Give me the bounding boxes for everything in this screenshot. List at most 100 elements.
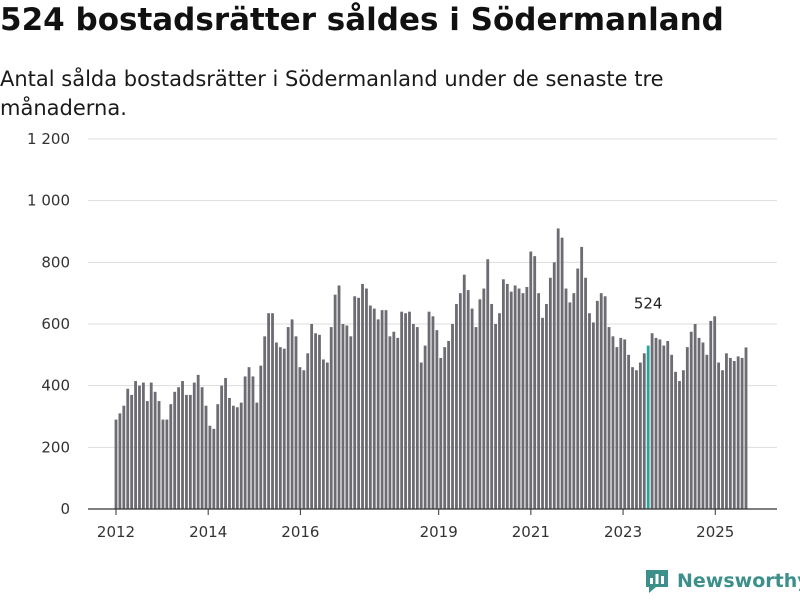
bar (185, 394, 188, 509)
bar (141, 382, 145, 509)
bar (145, 401, 149, 509)
bar (435, 330, 439, 509)
bar (541, 317, 544, 509)
bar (247, 367, 251, 509)
bar (533, 256, 537, 509)
bar (325, 362, 329, 509)
bar (611, 336, 615, 509)
bar (321, 359, 325, 509)
bar (165, 419, 169, 509)
bar (701, 342, 705, 509)
bar (725, 353, 728, 509)
bar (595, 300, 599, 510)
bar (126, 388, 130, 509)
bar (427, 311, 431, 509)
bar (509, 291, 513, 510)
bar (505, 283, 509, 509)
bar (208, 425, 212, 509)
bar (314, 333, 317, 509)
bar (337, 285, 341, 509)
bar (376, 319, 380, 509)
bar (607, 327, 611, 509)
x-tick-label: 2016 (281, 523, 319, 541)
bar (271, 313, 274, 509)
bar (161, 419, 165, 509)
bar (310, 324, 314, 509)
x-tick-label: 2019 (420, 523, 458, 541)
bar (591, 322, 595, 509)
bar (627, 354, 631, 509)
bar (134, 381, 137, 509)
bar (380, 310, 384, 510)
bar (153, 391, 157, 509)
bar (521, 293, 525, 509)
bar (224, 377, 227, 509)
bar (537, 293, 541, 509)
bar (681, 370, 685, 509)
bar (149, 382, 153, 509)
bar (525, 287, 529, 509)
bar (642, 353, 646, 509)
bar (302, 370, 306, 509)
y-tick-label: 1 200 (27, 130, 70, 148)
bar (415, 327, 419, 509)
y-tick-label: 600 (41, 315, 70, 333)
bar (638, 362, 642, 509)
bar (282, 348, 286, 509)
bar (545, 303, 548, 509)
bar (548, 277, 552, 509)
x-tick-label: 2023 (604, 523, 642, 541)
bar (255, 402, 259, 510)
bar (705, 354, 709, 509)
x-tick-label: 2012 (97, 523, 135, 541)
bar (357, 297, 361, 509)
bar (439, 357, 443, 509)
bar (560, 237, 564, 510)
bar (365, 288, 368, 509)
bar (584, 277, 587, 509)
bar (361, 283, 364, 509)
bar (114, 419, 118, 509)
bar (239, 402, 243, 510)
bar (717, 362, 721, 509)
bar (564, 288, 568, 509)
bar (286, 327, 290, 509)
highlight-value-label: 524 (634, 295, 663, 313)
bar (408, 311, 411, 509)
chart-subtitle: Antal sålda bostadsrätter i Södermanland… (0, 67, 664, 120)
bar (709, 320, 713, 509)
bar (631, 367, 634, 509)
bar (728, 357, 732, 509)
bar (451, 324, 454, 509)
bar (501, 279, 505, 509)
y-tick-label: 400 (41, 377, 70, 395)
bar (267, 313, 271, 509)
bar (130, 394, 134, 509)
bar (666, 340, 670, 509)
bar (259, 365, 263, 510)
bar (177, 387, 181, 509)
bar (494, 324, 497, 509)
bar (423, 345, 427, 509)
x-tick-label: 2014 (189, 523, 227, 541)
bar (662, 345, 666, 509)
bar-highlight (646, 345, 650, 509)
bar (744, 347, 748, 509)
bar (658, 339, 662, 509)
x-tick-label: 2025 (696, 523, 734, 541)
brand-logo: Newsworthy (644, 568, 800, 594)
bar (188, 394, 192, 509)
bar (599, 293, 603, 509)
bar (275, 342, 278, 509)
newsworthy-logo-icon (646, 570, 668, 593)
bar (478, 299, 482, 509)
bar (212, 428, 216, 509)
bar (333, 294, 337, 509)
bar (419, 362, 423, 509)
bar (228, 398, 231, 509)
bar (615, 347, 619, 510)
bar (368, 305, 372, 509)
bar (192, 382, 196, 509)
bar-series (114, 228, 748, 510)
bar (623, 339, 627, 509)
